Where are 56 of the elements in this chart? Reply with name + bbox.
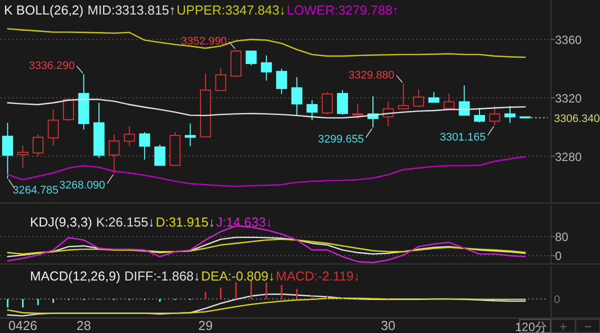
y-tick-label: 0 (555, 249, 562, 264)
annotation: 3268.090 (59, 180, 106, 192)
annotation: 3352.990 (181, 36, 227, 48)
candlestick (504, 106, 516, 124)
annotation: 3336.290 (28, 60, 75, 72)
ref-line-label: 3306.340 (554, 112, 600, 125)
text: DEA:-0.809↓ (201, 268, 275, 284)
annotation: 3299.655 (318, 134, 364, 146)
candlestick (260, 54, 272, 81)
y-tick-label: 3280 (555, 150, 582, 164)
candlestick (215, 68, 226, 92)
annotation: 3329.880 (348, 69, 394, 82)
x-tick-label: 29 (198, 318, 213, 333)
x-tick-label: 28 (76, 318, 91, 333)
candlestick (154, 144, 166, 166)
annotation: 3301.165 (440, 131, 486, 144)
line-series (6, 98, 526, 119)
annotation: 3264.785 (12, 184, 58, 196)
candlestick (337, 90, 348, 115)
text: DIFF:-1.868↓ (124, 268, 200, 284)
candlestick (474, 107, 485, 123)
candlestick (48, 109, 59, 146)
candlestick (489, 106, 500, 126)
text: MACD:-2.119↓ (276, 268, 360, 284)
candlestick (413, 89, 424, 108)
candlestick (291, 76, 302, 116)
candlestick (32, 134, 44, 157)
candlestick (306, 100, 318, 121)
chart-title: MACD(12,26,9) (30, 268, 120, 284)
x-tick-label: 0426 (8, 318, 38, 333)
legend: KDJ(9,3,3) K:26.155↓D:31.915↓J:14.633↓ (30, 214, 272, 230)
candlestick (428, 92, 440, 103)
candlestick (63, 98, 74, 122)
candlestick (139, 132, 150, 160)
candlestick (124, 126, 135, 147)
candlestick (108, 134, 120, 174)
y-tick-label: 3360 (555, 32, 582, 47)
line-series (6, 156, 526, 187)
text: + (559, 319, 568, 333)
y-tick-label: 80 (555, 230, 569, 244)
text: 120分 (514, 320, 547, 333)
text: − (584, 319, 592, 333)
line-series (6, 28, 526, 58)
y-tick-label: 3320 (555, 91, 582, 106)
candlestick (276, 68, 288, 94)
candlestick (17, 145, 28, 168)
candlestick (352, 103, 364, 120)
candlestick (322, 92, 333, 115)
candlestick (184, 123, 196, 147)
candlestick (2, 122, 14, 179)
candlestick (246, 50, 257, 66)
candlestick (444, 92, 455, 110)
legend: K BOLL(26,2) MID:3313.815↑UPPER:3347.843↓LOWER:3279.788↑ (4, 2, 399, 18)
x-tick-label: 30 (380, 318, 396, 333)
candlestick (398, 82, 409, 110)
candlestick (458, 84, 470, 116)
